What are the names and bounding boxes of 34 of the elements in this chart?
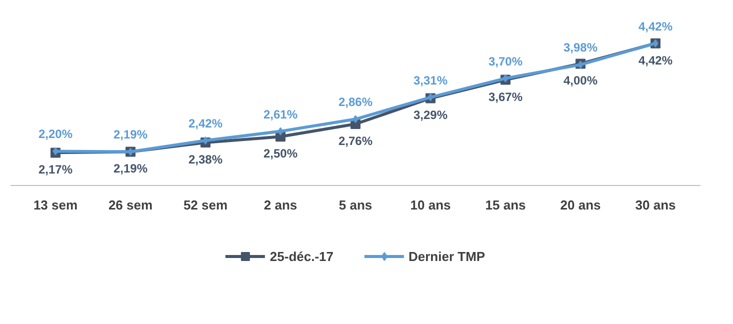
x-tick-label: 10 ans bbox=[410, 198, 451, 212]
data-label: 2,61% bbox=[263, 107, 298, 122]
x-tick-label: 15 ans bbox=[485, 198, 526, 212]
data-label: 3,67% bbox=[488, 90, 523, 104]
data-label: 2,19% bbox=[113, 162, 148, 176]
legend-label: Dernier TMP bbox=[408, 248, 486, 264]
data-label: 2,42% bbox=[188, 116, 223, 131]
x-tick-label: 2 ans bbox=[264, 198, 298, 212]
data-label: 2,76% bbox=[338, 134, 373, 148]
legend-label: 25-déc.-17 bbox=[270, 248, 334, 264]
x-tick-label: 5 ans bbox=[338, 198, 372, 212]
data-label: 2,38% bbox=[188, 152, 223, 166]
x-tick-label: 52 sem bbox=[183, 198, 228, 212]
point bbox=[352, 115, 358, 124]
x-tick-label: 26 sem bbox=[108, 198, 153, 212]
data-label: 3,29% bbox=[413, 108, 448, 122]
data-label: 2,17% bbox=[38, 162, 73, 177]
point bbox=[278, 127, 284, 136]
x-tick-label: 13 sem bbox=[33, 198, 78, 212]
point bbox=[502, 74, 508, 82]
data-label: 3,70% bbox=[488, 54, 523, 68]
data-label: 2,19% bbox=[113, 128, 148, 142]
x-tick-label: 30 ans bbox=[635, 198, 676, 212]
data-label: 2,20% bbox=[38, 127, 73, 142]
point bbox=[202, 136, 208, 145]
data-label: 2,86% bbox=[338, 95, 373, 110]
data-label: 2,50% bbox=[263, 146, 298, 161]
x-tick-label: 20 ans bbox=[560, 198, 601, 212]
data-label: 4,42% bbox=[638, 53, 673, 68]
data-label: 4,00% bbox=[563, 74, 598, 88]
point bbox=[52, 147, 58, 156]
data-label: 3,98% bbox=[563, 40, 598, 55]
data-label: 3,31% bbox=[413, 73, 448, 88]
data-label: 4,42% bbox=[638, 19, 673, 34]
